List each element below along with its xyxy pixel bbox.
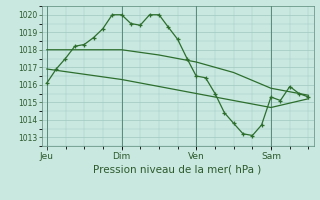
X-axis label: Pression niveau de la mer( hPa ): Pression niveau de la mer( hPa ) [93, 165, 262, 175]
